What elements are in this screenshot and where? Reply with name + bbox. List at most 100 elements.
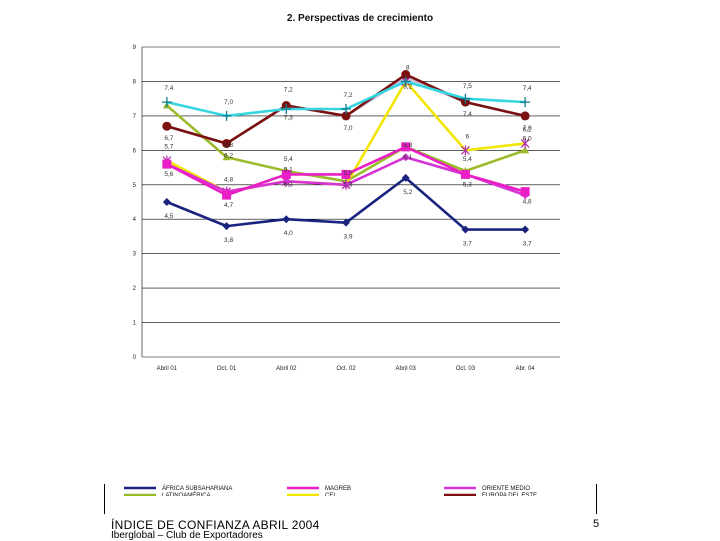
slide-frame: 2. Perspectivas de crecimiento 0 1 2 3 4 5 6 7 8 9… [104, 0, 616, 496]
y-tick-label: 6 [133, 148, 137, 154]
y-tick-label: 3 [133, 252, 137, 258]
data-label: 5,4 [284, 156, 293, 163]
data-point [460, 169, 470, 179]
data-label: 6,2 [224, 152, 233, 159]
footer-divider-left [104, 484, 105, 514]
data-point [520, 138, 530, 149]
data-label: 7,4 [463, 111, 472, 118]
y-tick-label: 0 [133, 355, 137, 361]
data-label: 6,1 [403, 154, 412, 161]
data-label: 7,0 [224, 99, 233, 106]
data-point [282, 177, 291, 186]
data-point [342, 180, 350, 189]
x-tick-label: Abril 01 [157, 366, 178, 372]
data-point [400, 76, 411, 87]
data-label: 6,7 [164, 135, 173, 142]
data-label: 6,2 [523, 126, 532, 133]
y-tick-label: 4 [133, 217, 137, 223]
data-point [162, 159, 172, 169]
data-label: 5,2 [403, 189, 412, 196]
legend-label: EUROPA DEL ESTE [482, 493, 537, 496]
data-label: 5,1 [284, 166, 293, 173]
data-point [401, 70, 411, 80]
y-tick-label: 9 [133, 45, 137, 51]
chart-svg: 2. Perspectivas de crecimiento 0 1 2 3 4 5 6 7 8 9… [124, 13, 560, 496]
y-tick-label: 7 [133, 114, 137, 120]
data-point [460, 93, 471, 104]
data-point [282, 215, 291, 224]
data-label: 5,8 [224, 142, 233, 149]
data-label: 3,7 [523, 241, 532, 248]
x-tick-label: Oct. 01 [217, 366, 237, 372]
data-point [461, 145, 470, 156]
x-tick-label: Abril 02 [276, 366, 297, 372]
data-point [520, 187, 530, 197]
data-label: 7,4 [164, 85, 173, 92]
legend-label: CEI [325, 493, 335, 496]
data-label: 6 [466, 133, 470, 140]
data-label: 4,7 [224, 202, 233, 209]
data-label: 7,0 [343, 125, 352, 132]
x-tick-label: Abr. 04 [516, 366, 536, 372]
data-point [161, 97, 172, 108]
data-point [341, 169, 351, 179]
data-label: 5,3 [463, 181, 472, 188]
data-label: 7,0 [523, 125, 532, 132]
data-point [461, 225, 470, 234]
data-label: 5,6 [164, 171, 173, 178]
y-tick-label: 5 [133, 183, 137, 189]
data-point [222, 153, 231, 161]
data-point [520, 97, 531, 108]
x-tick-label: Oct. 02 [336, 366, 356, 372]
data-label: 3,8 [224, 237, 233, 244]
y-tick-label: 2 [133, 286, 137, 292]
footer-title: ÍNDICE DE CONFIANZA ABRIL 2004 [111, 518, 320, 532]
data-label: 4,5 [164, 213, 173, 220]
y-tick-label: 1 [133, 321, 137, 327]
chart-title: 2. Perspectivas de crecimiento [287, 13, 433, 24]
data-label: 7,4 [523, 85, 532, 92]
data-label: 5,3 [284, 181, 293, 188]
data-point [222, 190, 232, 200]
legend-label: MAGREB [325, 486, 351, 492]
data-label: 5,4 [463, 156, 472, 163]
data-label: 5,8 [403, 142, 412, 149]
data-label: 7,2 [343, 92, 352, 99]
legend-label: ÁFRICA SUBSAHARIANA [162, 485, 232, 492]
data-point [162, 121, 172, 131]
data-point [222, 138, 232, 148]
x-tick-label: Abril 03 [396, 366, 417, 372]
data-point [342, 218, 350, 227]
data-label: 5,7 [164, 144, 173, 151]
legend-label: ORIENTE MEDIO [482, 486, 530, 492]
data-point [222, 222, 231, 231]
data-point [401, 153, 410, 162]
page-number: 5 [593, 518, 600, 530]
data-point [162, 198, 171, 206]
data-point [520, 111, 530, 121]
footer-divider-right [596, 484, 597, 514]
data-label: 8 [406, 64, 410, 71]
x-tick-label: Oct. 03 [456, 366, 476, 372]
y-tick-label: 8 [133, 79, 137, 85]
data-point [401, 173, 410, 182]
legend-label: LATINOAMÉRICA [162, 492, 211, 496]
data-point [341, 111, 351, 121]
data-label: 7,3 [284, 115, 293, 122]
data-label: 6,0 [523, 135, 532, 142]
data-label: 3,9 [343, 234, 352, 241]
data-label: 3,7 [463, 241, 472, 248]
data-point [281, 169, 291, 179]
data-label: 5,0 [343, 170, 352, 177]
data-label: 5,3 [343, 181, 352, 188]
data-label: 7,5 [463, 83, 472, 90]
data-label: 4,8 [523, 199, 532, 206]
data-label: 8,2 [403, 84, 412, 91]
data-label: 4,0 [284, 230, 293, 237]
data-label: 7,2 [284, 87, 293, 94]
data-point [341, 104, 351, 114]
data-label: 4,8 [224, 177, 233, 184]
data-point [521, 225, 530, 234]
data-point [401, 142, 411, 152]
data-point [281, 104, 292, 114]
